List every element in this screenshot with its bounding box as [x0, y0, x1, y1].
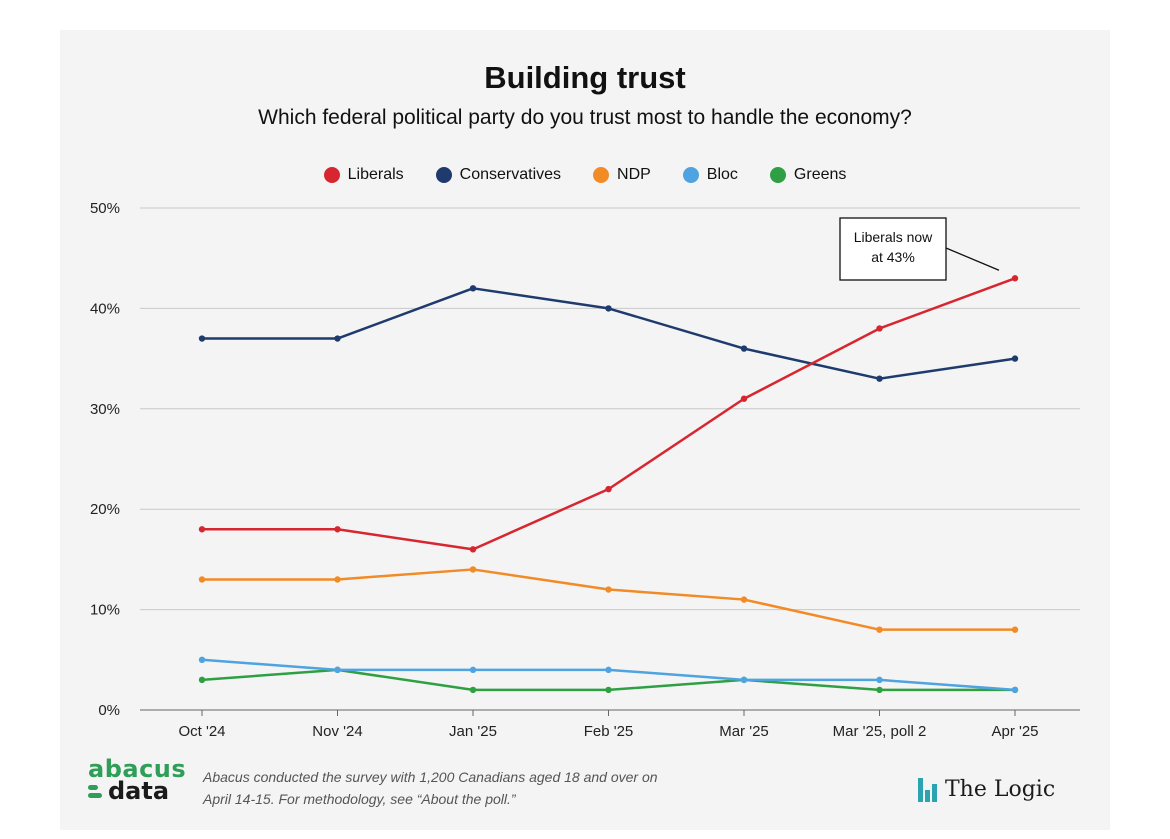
series-line-ndp [202, 568, 1015, 631]
series-line-liberals [202, 277, 1016, 551]
legend-swatch-greens [769, 167, 786, 183]
data-point-ndp [740, 596, 748, 603]
data-point-conservatives [605, 305, 612, 312]
x-tick-label: Oct '24 [178, 723, 225, 740]
abacus-logo-word: abacus [88, 755, 187, 783]
data-point-ndp [334, 576, 341, 583]
data-point-greens [198, 676, 206, 684]
legend-item-ndp: NDP [593, 166, 651, 184]
data-point-bloc [876, 676, 883, 684]
line-chart-plot: 0% 10% 20% 30% 40% 50% Oct '24 Nov '24 Jan '25 Fe… [90, 200, 1080, 740]
legend-item-conservatives: Conservatives [435, 166, 562, 184]
y-tick-label: 0% [98, 702, 120, 719]
data-point-greens [469, 686, 477, 694]
data-point-bloc [334, 666, 341, 674]
abacus-dash-icon [88, 784, 102, 798]
legend-item-bloc: Bloc [682, 166, 738, 184]
abacus-logo-data-word: data [108, 777, 170, 805]
legend-item-greens: Greens [769, 166, 847, 184]
annotation-box [839, 217, 947, 281]
series-line-conservatives [202, 287, 1016, 380]
data-point-conservatives [876, 375, 883, 382]
legend-label-bloc: Bloc [706, 166, 738, 183]
chart-legend: Liberals Conservatives NDP Bloc Greens [60, 166, 1110, 184]
data-point-liberals [740, 395, 748, 402]
x-tick-label: Mar '25 [719, 723, 769, 740]
legend-swatch-ndp [593, 167, 610, 183]
legend-label-conservatives: Conservatives [459, 166, 562, 183]
data-point-liberals [469, 546, 477, 553]
data-point-bloc [198, 656, 206, 663]
legend-label-liberals: Liberals [347, 166, 404, 183]
data-point-ndp [198, 576, 206, 583]
data-point-liberals [198, 526, 206, 533]
legend-swatch-bloc [682, 167, 699, 183]
data-point-ndp [605, 586, 612, 593]
the-logic-wordmark: The Logic [945, 776, 1056, 802]
chart-card: Building trust Which federal political p… [60, 30, 1110, 830]
data-point-ndp [1011, 626, 1019, 633]
chart-subtitle: Which federal political party do you tru… [258, 106, 912, 129]
y-tick-label: 50% [90, 200, 120, 217]
data-point-conservatives [469, 285, 477, 292]
data-point-bloc [605, 666, 612, 674]
chart-title: Building trust [484, 60, 686, 95]
data-point-liberals [334, 526, 341, 533]
legend-label-greens: Greens [793, 166, 847, 183]
methodology-note: Abacus conducted the survey with 1,200 C… [203, 766, 763, 810]
x-tick-label: Apr '25 [991, 723, 1038, 740]
legend-label-ndp: NDP [617, 166, 651, 183]
y-tick-label: 40% [90, 300, 120, 317]
data-point-ndp [469, 566, 477, 573]
methodology-note-line1: Abacus conducted the survey with 1,200 C… [203, 769, 658, 785]
legend-item-liberals: Liberals [323, 166, 404, 184]
data-point-conservatives [198, 335, 206, 342]
the-logic-logo: The Logic [918, 776, 1055, 802]
data-point-conservatives [1011, 355, 1019, 362]
x-tick-label: Mar '25, poll 2 [833, 723, 927, 740]
y-tick-label: 30% [90, 401, 120, 418]
annotation-text-line2: at 43% [871, 249, 915, 265]
abacus-data-logo: abacus data [88, 755, 187, 805]
legend-swatch-liberals [323, 167, 340, 183]
data-point-liberals [876, 325, 883, 332]
data-point-bloc [469, 666, 477, 674]
x-tick-label: Jan '25 [449, 723, 497, 740]
annotation-text-line1: Liberals now [854, 229, 933, 245]
data-point-conservatives [334, 335, 341, 342]
data-point-bloc [1011, 686, 1019, 694]
data-point-ndp [876, 626, 883, 633]
y-tick-label: 10% [90, 602, 120, 619]
annotation-leader-line [945, 247, 1000, 271]
series-line-bloc [201, 658, 1016, 692]
methodology-note-line2: April 14-15. For methodology, see “About… [203, 791, 516, 807]
data-point-bloc [740, 676, 748, 684]
data-point-liberals [1011, 275, 1019, 282]
y-tick-label: 20% [90, 501, 120, 518]
x-tick-label: Nov '24 [312, 723, 362, 740]
data-point-greens [876, 686, 883, 694]
legend-swatch-conservatives [435, 167, 452, 183]
data-point-conservatives [740, 345, 748, 352]
x-tick-label: Feb '25 [584, 723, 634, 740]
data-point-liberals [605, 485, 612, 493]
the-logic-bars-icon [918, 776, 937, 802]
data-point-greens [605, 686, 612, 694]
